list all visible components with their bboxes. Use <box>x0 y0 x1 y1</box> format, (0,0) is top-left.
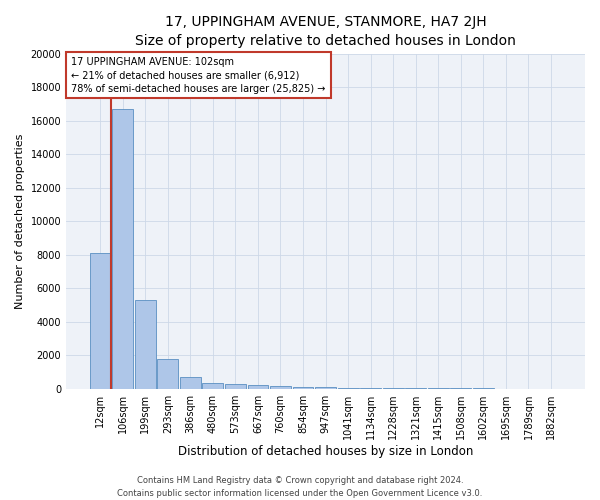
Y-axis label: Number of detached properties: Number of detached properties <box>15 134 25 309</box>
Bar <box>135 300 155 388</box>
Bar <box>112 109 133 388</box>
Bar <box>202 382 223 388</box>
Bar <box>270 386 291 388</box>
Title: 17, UPPINGHAM AVENUE, STANMORE, HA7 2JH
Size of property relative to detached ho: 17, UPPINGHAM AVENUE, STANMORE, HA7 2JH … <box>135 15 516 48</box>
Text: 17 UPPINGHAM AVENUE: 102sqm
← 21% of detached houses are smaller (6,912)
78% of : 17 UPPINGHAM AVENUE: 102sqm ← 21% of det… <box>71 57 326 94</box>
Bar <box>180 377 200 388</box>
Bar <box>157 360 178 388</box>
Text: Contains HM Land Registry data © Crown copyright and database right 2024.
Contai: Contains HM Land Registry data © Crown c… <box>118 476 482 498</box>
Bar <box>225 384 246 388</box>
Bar <box>90 253 110 388</box>
Bar <box>293 387 313 388</box>
Bar <box>248 385 268 388</box>
X-axis label: Distribution of detached houses by size in London: Distribution of detached houses by size … <box>178 444 473 458</box>
